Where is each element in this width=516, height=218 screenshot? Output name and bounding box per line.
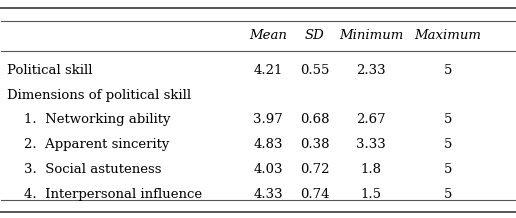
- Text: 0.74: 0.74: [300, 187, 329, 201]
- Text: 0.72: 0.72: [300, 163, 329, 176]
- Text: 1.5: 1.5: [360, 187, 381, 201]
- Text: 0.68: 0.68: [300, 113, 329, 126]
- Text: 5: 5: [444, 163, 452, 176]
- Text: 5: 5: [444, 113, 452, 126]
- Text: SD: SD: [304, 29, 325, 42]
- Text: 4.83: 4.83: [253, 138, 283, 151]
- Text: Political skill: Political skill: [7, 64, 92, 77]
- Text: 4.21: 4.21: [253, 64, 283, 77]
- Text: 4.  Interpersonal influence: 4. Interpersonal influence: [7, 187, 202, 201]
- Text: Maximum: Maximum: [414, 29, 481, 42]
- Text: 1.8: 1.8: [360, 163, 381, 176]
- Text: 4.33: 4.33: [253, 187, 283, 201]
- Text: 2.  Apparent sincerity: 2. Apparent sincerity: [7, 138, 169, 151]
- Text: 2.33: 2.33: [356, 64, 386, 77]
- Text: Dimensions of political skill: Dimensions of political skill: [7, 89, 190, 102]
- Text: 0.38: 0.38: [300, 138, 329, 151]
- Text: 1.  Networking ability: 1. Networking ability: [7, 113, 170, 126]
- Text: 0.55: 0.55: [300, 64, 329, 77]
- Text: 2.67: 2.67: [356, 113, 386, 126]
- Text: Mean: Mean: [249, 29, 287, 42]
- Text: 3.  Social astuteness: 3. Social astuteness: [7, 163, 161, 176]
- Text: Minimum: Minimum: [338, 29, 403, 42]
- Text: 3.33: 3.33: [356, 138, 386, 151]
- Text: 5: 5: [444, 64, 452, 77]
- Text: 3.97: 3.97: [253, 113, 283, 126]
- Text: 5: 5: [444, 138, 452, 151]
- Text: 5: 5: [444, 187, 452, 201]
- Text: 4.03: 4.03: [253, 163, 283, 176]
